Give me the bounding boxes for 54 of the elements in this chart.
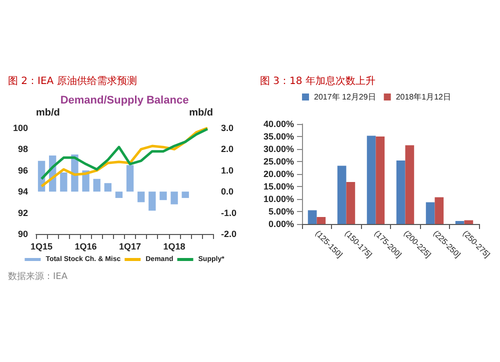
y-tick-label: 40.00% [263, 119, 294, 129]
y2-tick-label: 3.0 [221, 123, 234, 133]
y-tick-label: 5.00% [268, 206, 294, 216]
y2-tick-label: -2.0 [221, 229, 237, 239]
y-tick-label: 98 [18, 144, 28, 154]
bar [148, 192, 156, 211]
bar [376, 136, 385, 224]
y-tick-label: 94 [18, 186, 28, 197]
bar [316, 217, 326, 224]
bar [366, 136, 376, 224]
x-tick-label: 1Q16 [74, 242, 97, 252]
x-tick-label: 1Q15 [30, 242, 53, 252]
y-tick-label: 100 [12, 123, 28, 133]
chart-title: 图 3：18 年加息次数上升 [260, 74, 376, 88]
y-tick-label: 30.00% [263, 144, 294, 154]
y-tick-label: 35.00% [263, 132, 294, 142]
chart-title: 图 2：IEA 原油供给需求预测 [8, 74, 137, 88]
bar [308, 210, 317, 224]
y-tick-label: 90 [18, 229, 28, 239]
x-tick-label: 1Q17 [119, 242, 142, 252]
y2-tick-label: 0.0 [221, 186, 234, 197]
y-tick-label: 20.00% [263, 169, 294, 179]
y-tick-label: 25.00% [263, 156, 294, 166]
source-note: 数据来源：IEA [8, 270, 68, 283]
bar [104, 183, 112, 192]
bar [115, 192, 123, 198]
x-tick-label: 1Q18 [163, 242, 186, 252]
legend-label: 2017年 12月29日 [314, 92, 376, 102]
bar [396, 160, 406, 224]
bar [426, 202, 435, 224]
y-tick-label: 92 [18, 208, 28, 218]
y2-tick-label: 1.0 [221, 165, 234, 176]
bar [160, 192, 167, 200]
legend-label: 2018年1月12日 [396, 92, 451, 102]
y2-tick-label: -1.0 [221, 208, 237, 218]
bar [126, 165, 134, 192]
bar [455, 221, 464, 224]
bar [346, 182, 356, 224]
bar [138, 192, 145, 202]
bar [337, 166, 346, 224]
bar [170, 192, 178, 204]
chart-subtitle: Demand/Supply Balance [60, 94, 189, 106]
bar [182, 192, 189, 198]
bar [93, 178, 100, 192]
y-tick-label: 0.00% [268, 219, 294, 229]
bar [405, 145, 414, 224]
y2-tick-label: 2.0 [221, 144, 234, 154]
y-tick-label: 10.00% [263, 194, 294, 204]
y2-axis-title: mb/d [189, 108, 213, 118]
bar [434, 197, 444, 224]
y-axis-title: mb/d [36, 108, 60, 118]
y-tick-label: 15.00% [263, 182, 294, 192]
y-tick-label: 96 [18, 165, 28, 176]
bar [60, 172, 68, 192]
